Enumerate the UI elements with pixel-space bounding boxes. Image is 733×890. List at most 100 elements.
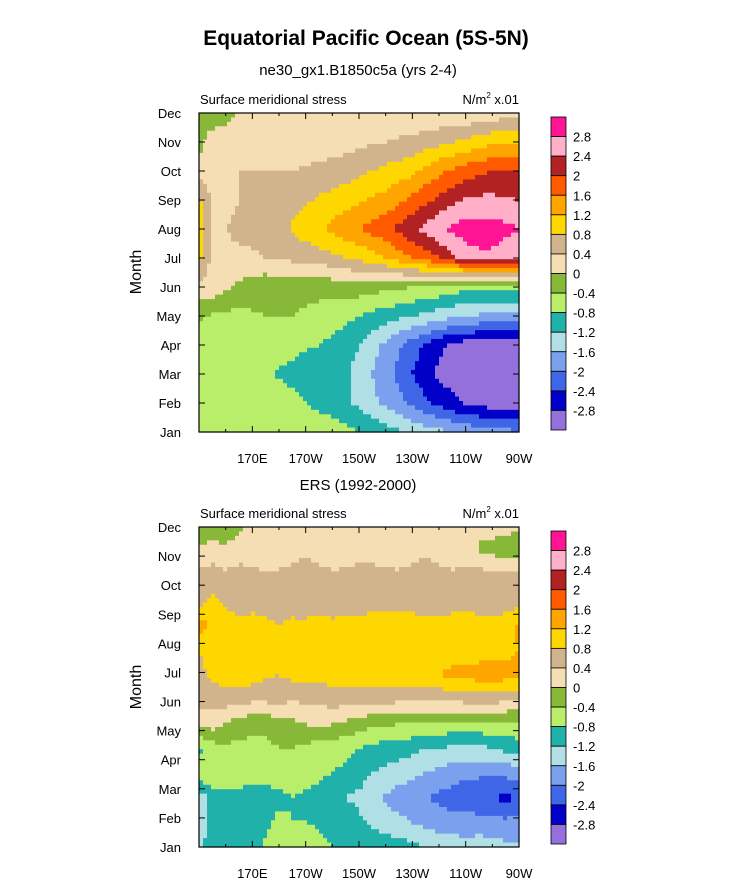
contour-cell (339, 175, 344, 181)
contour-cell (455, 232, 460, 238)
contour-cell (335, 361, 340, 367)
contour-cell (239, 334, 244, 340)
contour-cell (415, 365, 420, 371)
contour-cell (251, 223, 256, 229)
contour-cell (331, 378, 336, 384)
contour-cell (503, 307, 508, 313)
contour-cell (371, 214, 376, 220)
contour-cell (423, 294, 428, 300)
contour-cell (311, 374, 316, 380)
contour-cell (227, 214, 232, 220)
contour-cell (363, 383, 368, 389)
contour-cell (215, 352, 220, 358)
contour-cell (199, 347, 204, 353)
contour-cell (283, 356, 288, 362)
contour-cell (307, 259, 312, 265)
contour-cell (479, 148, 484, 154)
contour-cell (207, 201, 212, 207)
contour-cell (475, 378, 480, 384)
contour-cell (355, 170, 360, 176)
contour-cell (471, 299, 476, 305)
contour-cell (283, 241, 288, 247)
contour-cell (355, 188, 360, 194)
contour-cell (359, 121, 364, 127)
contour-cell (347, 347, 352, 353)
contour-cell (427, 250, 432, 256)
contour-cell (335, 223, 340, 229)
contour-cell (363, 307, 368, 313)
contour-cell (271, 276, 276, 282)
contour-cell (491, 356, 496, 362)
contour-cell (447, 197, 452, 203)
contour-cell (463, 201, 468, 207)
contour-cell (451, 303, 456, 309)
contour-cell (475, 259, 480, 265)
contour-cell (275, 361, 280, 367)
contour-cell (483, 294, 488, 300)
contour-cell (207, 228, 212, 234)
contour-cell (239, 378, 244, 384)
contour-cell (243, 268, 248, 274)
contour-cell (287, 228, 292, 234)
contour-cell (383, 378, 388, 384)
contour-cell (451, 352, 456, 358)
contour-cell (455, 170, 460, 176)
contour-cell (299, 361, 304, 367)
contour-cell (387, 276, 392, 282)
contour-cell (231, 369, 236, 375)
contour-cell (503, 369, 508, 375)
contour-cell (251, 343, 256, 349)
contour-cell (475, 206, 480, 212)
contour-cell (475, 210, 480, 216)
contour-cell (399, 330, 404, 336)
contour-cell (347, 356, 352, 362)
contour-cell (419, 139, 424, 145)
contour-cell (311, 307, 316, 313)
contour-cell (455, 139, 460, 145)
contour-cell (327, 201, 332, 207)
contour-cell (275, 307, 280, 313)
contour-cell (199, 294, 204, 300)
contour-cell (435, 356, 440, 362)
contour-cell (475, 144, 480, 150)
contour-cell (343, 241, 348, 247)
contour-cell (199, 232, 204, 238)
contour-cell (363, 126, 368, 132)
contour-cell (311, 281, 316, 287)
contour-cell (199, 259, 204, 265)
contour-cell (307, 361, 312, 367)
contour-cell (259, 272, 264, 278)
contour-cell (487, 144, 492, 150)
contour-cell (431, 334, 436, 340)
contour-cell (387, 268, 392, 274)
contour-cell (435, 214, 440, 220)
contour-cell (267, 228, 272, 234)
contour-cell (495, 272, 500, 278)
contour-cell (299, 330, 304, 336)
contour-cell (235, 276, 240, 282)
contour-cell (395, 192, 400, 198)
contour-cell (491, 241, 496, 247)
contour-cell (255, 299, 260, 305)
contour-cell (351, 299, 356, 305)
contour-cell (275, 352, 280, 358)
contour-cell (223, 272, 228, 278)
contour-cell (467, 152, 472, 158)
contour-cell (267, 369, 272, 375)
contour-cell (295, 245, 300, 251)
contour-cell (239, 241, 244, 247)
contour-cell (311, 188, 316, 194)
contour-cell (395, 175, 400, 181)
contour-cell (491, 237, 496, 243)
contour-cell (295, 161, 300, 167)
contour-cell (259, 321, 264, 327)
contour-cell (199, 161, 204, 167)
contour-cell (255, 206, 260, 212)
contour-cell (343, 369, 348, 375)
contour-cell (451, 126, 456, 132)
contour-cell (335, 259, 340, 265)
contour-cell (487, 343, 492, 349)
contour-cell (447, 201, 452, 207)
contour-cell (479, 250, 484, 256)
contour-cell (287, 210, 292, 216)
